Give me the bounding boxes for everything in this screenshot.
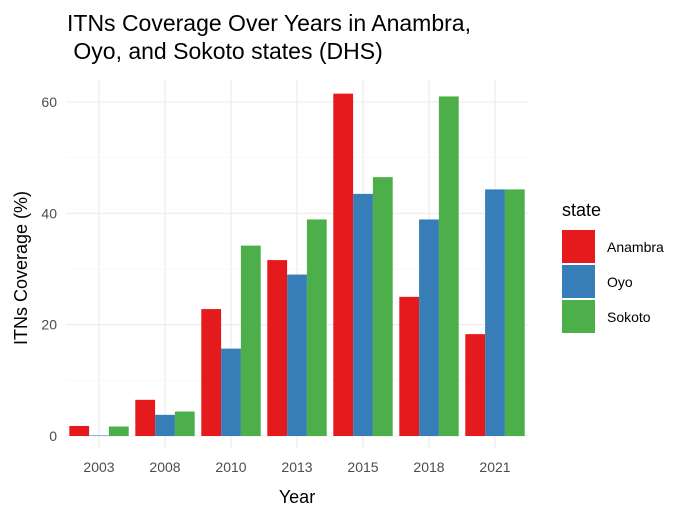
x-tick-label: 2010 — [215, 459, 246, 475]
bar-sokoto-2008 — [174, 411, 195, 436]
bar-anambra-2010 — [201, 309, 222, 436]
plot-panel: 0 20 40 60 2003 2008 2010 2013 2015 2018 2021 — [41, 80, 528, 475]
x-axis-ticks: 2003 2008 2010 2013 2015 2018 2021 — [83, 459, 510, 475]
y-axis-title: ITNs Coverage (%) — [11, 191, 31, 345]
bars — [69, 93, 525, 437]
bar-sokoto-2021 — [504, 189, 525, 436]
legend: state Anambra Oyo Sokoto — [562, 200, 664, 333]
y-axis-ticks: 0 20 40 60 — [41, 94, 57, 444]
x-tick-label: 2018 — [413, 459, 444, 475]
x-axis-title: Year — [279, 487, 315, 507]
legend-label-oyo: Oyo — [607, 274, 633, 290]
x-tick-label: 2013 — [281, 459, 312, 475]
legend-key-anambra — [562, 230, 595, 263]
x-tick-label: 2008 — [149, 459, 180, 475]
bar-anambra-2015 — [333, 93, 354, 437]
bar-oyo-2003 — [89, 435, 109, 436]
bar-oyo-2015 — [353, 193, 373, 436]
bar-anambra-2018 — [399, 296, 420, 436]
legend-label-anambra: Anambra — [607, 239, 664, 255]
legend-key-oyo — [562, 265, 595, 298]
bar-oyo-2018 — [419, 219, 439, 436]
bar-sokoto-2003 — [108, 426, 129, 436]
chart-title-line-1: ITNs Coverage Over Years in Anambra, — [67, 10, 471, 36]
x-tick-label: 2021 — [479, 459, 510, 475]
x-tick-label: 2003 — [83, 459, 114, 475]
bar-oyo-2010 — [221, 348, 241, 436]
bar-oyo-2008 — [155, 414, 175, 436]
legend-label-sokoto: Sokoto — [607, 309, 651, 325]
y-tick-label: 40 — [41, 205, 57, 221]
legend-title: state — [562, 200, 601, 220]
y-tick-label: 20 — [41, 317, 57, 333]
chart-title-line-2: Oyo, and Sokoto states (DHS) — [67, 38, 383, 64]
bar-oyo-2021 — [485, 189, 505, 436]
bar-sokoto-2015 — [372, 177, 393, 436]
y-tick-label: 0 — [49, 428, 57, 444]
bar-anambra-2008 — [135, 399, 156, 436]
y-tick-label: 60 — [41, 94, 57, 110]
bar-anambra-2013 — [267, 260, 288, 436]
bar-anambra-2003 — [69, 425, 90, 436]
x-tick-label: 2015 — [347, 459, 378, 475]
bar-sokoto-2018 — [438, 96, 459, 436]
bar-sokoto-2010 — [240, 245, 261, 436]
bar-sokoto-2013 — [306, 219, 327, 436]
legend-key-sokoto — [562, 300, 595, 333]
bar-anambra-2021 — [465, 334, 486, 436]
bar-oyo-2013 — [287, 274, 307, 436]
